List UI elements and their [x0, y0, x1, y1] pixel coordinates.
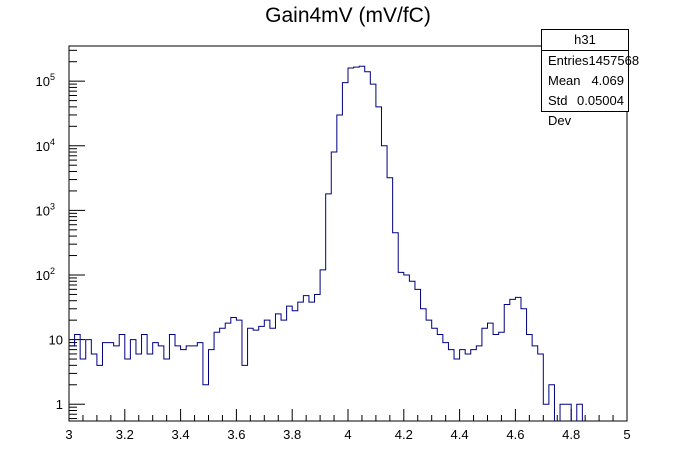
stats-row-stddev: Std Dev 0.05004: [542, 91, 628, 128]
stats-label: Std Dev: [548, 93, 572, 128]
x-tick-label: 3.2: [116, 427, 134, 442]
axes: 3 3.2 3.4 3.6 3.8 4 4.2 4.4 4.6 4.8 5 1 10 102 103 104 1…: [36, 45, 631, 442]
stats-label: Entries: [548, 53, 589, 68]
y-tick-label: 10: [49, 333, 63, 348]
x-tick-label: 3.4: [172, 427, 190, 442]
x-tick-label: 4: [344, 427, 351, 442]
y-tick-label: 1: [56, 397, 63, 412]
stats-row-mean: Mean 4.069: [542, 71, 628, 91]
stats-title: h31: [542, 30, 628, 51]
stats-label: Mean: [548, 73, 581, 88]
y-tick-label: 102: [36, 266, 55, 283]
stats-value: 1457568: [588, 53, 640, 68]
y-tick-label: 103: [36, 201, 55, 218]
x-tick-label: 3.8: [283, 427, 301, 442]
stats-box: h31 Entries 1457568 Mean 4.069 Std Dev 0…: [541, 29, 639, 128]
stats-value: 0.05004: [577, 93, 624, 108]
stats-row-entries: Entries 1457568: [542, 51, 639, 71]
x-tick-label: 4.2: [395, 427, 413, 442]
x-tick-label: 3: [65, 427, 72, 442]
x-tick-label: 3.6: [227, 427, 245, 442]
histogram-line: [69, 65, 583, 421]
stats-value: 4.069: [591, 73, 624, 88]
y-tick-label: 104: [36, 137, 55, 154]
x-tick-label: 4.4: [451, 427, 469, 442]
x-tick-label: 4.8: [562, 427, 580, 442]
histogram-series: [69, 65, 583, 421]
y-tick-label: 105: [36, 72, 55, 89]
x-tick-label: 4.6: [506, 427, 524, 442]
x-tick-label: 5: [623, 427, 630, 442]
chart-title: Gain4mV (mV/fC): [265, 4, 431, 27]
